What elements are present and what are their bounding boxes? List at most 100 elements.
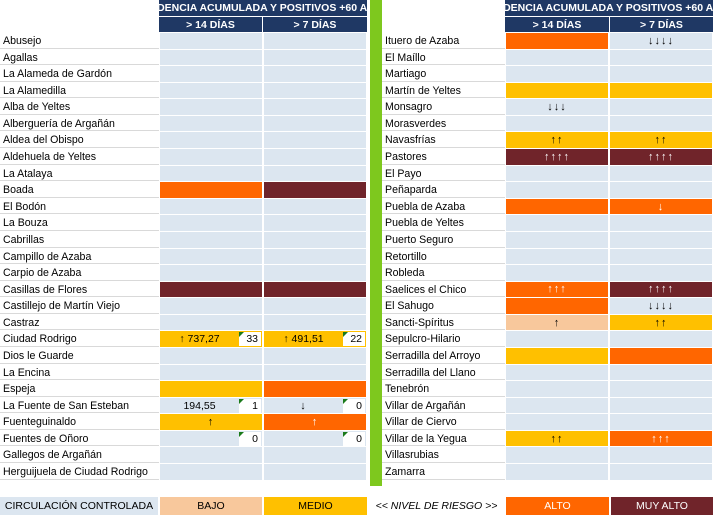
table-row: Peñaparda [382, 182, 713, 199]
table-row: Alba de Yeltes [0, 99, 367, 116]
municipality-name: Retortillo [382, 248, 505, 265]
cell-7-days [263, 165, 367, 182]
cell-7-days [609, 231, 713, 248]
cell-value: ↑↑ [550, 134, 564, 147]
table-row: Alberguería de Argañán [0, 115, 367, 133]
municipality-name: Puebla de Yeltes [382, 215, 505, 231]
cell-14-days [505, 82, 609, 99]
cell-7-days: ↓ [609, 198, 713, 215]
cell-14-days: ↑↑ [505, 132, 609, 149]
cell-14-days [159, 314, 263, 331]
cell-7-days [609, 397, 713, 414]
cell-7-days [609, 265, 713, 281]
cell-value: ↑ 737,27 [179, 333, 220, 346]
cell-7-days: 0 [263, 430, 367, 447]
municipality-name: El Payo [382, 165, 505, 182]
cell-14-days [159, 82, 263, 99]
cell-7-days: ↓ 0 [263, 397, 367, 414]
table-row: Aldea del Obispo [0, 132, 367, 150]
cell-7-days: ↓↓↓↓ [609, 33, 713, 49]
cell-7-days: ↑↑ [609, 314, 713, 331]
cell-value: ↓↓↓ [547, 101, 567, 114]
municipality-name: Sepulcro-Hilario [382, 331, 505, 347]
cell-14-days [505, 414, 609, 430]
cell-7-days [609, 115, 713, 132]
cell-14-days: ↑↑↑ [505, 281, 609, 298]
cell-7-days [263, 248, 367, 265]
table-row: Fuentes de Oñoro 0 0 [0, 430, 367, 448]
cell-7-days [609, 215, 713, 231]
municipality-name: Pastores [382, 149, 505, 165]
cell-7-days [609, 364, 713, 381]
cell-14-days [159, 231, 263, 248]
cell-7-days [609, 347, 713, 364]
table-row: El Maíllo [382, 49, 713, 67]
cell-value: ↑↑↑↑ [648, 283, 674, 296]
cell-14-days [505, 231, 609, 248]
legend-muy-alto: MUY ALTO [611, 497, 713, 515]
left-table: Abusejo Agallas La Alameda de Gardón La Ala… [0, 33, 367, 481]
table-row: Ciudad Rodrigo ↑ 737,27 33 ↑ 491,51 22 [0, 331, 367, 348]
left-header-col14: > 14 DÍAS [159, 17, 263, 32]
center-divider [370, 0, 382, 486]
cell-7-days [609, 66, 713, 82]
cell-7-days [609, 381, 713, 397]
table-row: El Sahugo ↓↓↓↓ [382, 298, 713, 315]
table-row: Robleda [382, 265, 713, 282]
cell-7-days [263, 115, 367, 132]
cell-7-days [263, 49, 367, 66]
cell-14-days [505, 115, 609, 132]
municipality-name: Serradilla del Arroyo [382, 347, 505, 364]
municipality-name: Castillejo de Martín Viejo [0, 298, 159, 314]
municipality-name: Dios le Guarde [0, 347, 159, 364]
cell-7-days [609, 248, 713, 265]
municipality-name: Herguijuela de Ciudad Rodrigo [0, 464, 159, 480]
municipality-name: La Alameda de Gardón [0, 66, 159, 82]
table-row: Aldehuela de Yeltes [0, 149, 367, 166]
cell-14-days [505, 66, 609, 82]
municipality-name: Martiago [382, 66, 505, 82]
cell-7-days [263, 314, 367, 331]
cell-value: ↑↑↑ [651, 432, 671, 445]
municipality-name: Aldehuela de Yeltes [0, 149, 159, 165]
cell-value: ↑↑↑↑ [544, 150, 570, 163]
cell-14-days [159, 49, 263, 66]
table-row: Martín de Yeltes [382, 82, 713, 100]
table-row: Zamarra [382, 464, 713, 481]
municipality-name: Villar de la Yegua [382, 430, 505, 447]
municipality-name: La Alamedilla [0, 82, 159, 99]
table-row: Dios le Guarde [0, 347, 367, 365]
cell-14-days: 0 [159, 430, 263, 447]
cell-14-days [505, 381, 609, 397]
cell-value: 194,55 [183, 399, 216, 412]
table-row: Martiago [382, 66, 713, 83]
table-row: El Payo [382, 165, 713, 183]
cell-14-days: ↑ [159, 414, 263, 430]
cell-14-days [505, 331, 609, 347]
cell-count: 33 [239, 332, 261, 347]
municipality-name: Alba de Yeltes [0, 99, 159, 115]
table-row: Monsagro ↓↓↓ [382, 99, 713, 116]
legend-medio: MEDIO [264, 497, 367, 515]
municipality-name: Espeja [0, 381, 159, 397]
cell-value: ↑↑↑ [547, 283, 567, 296]
municipality-name: Casillas de Flores [0, 281, 159, 298]
cell-value: ↓ [657, 200, 665, 213]
cell-7-days [609, 331, 713, 347]
municipality-name: Puerto Seguro [382, 231, 505, 248]
municipality-name: Carpio de Azaba [0, 265, 159, 281]
right-header-col14: > 14 DÍAS [505, 17, 610, 32]
cell-7-days [263, 82, 367, 99]
cell-7-days [263, 132, 367, 149]
municipality-name: Martín de Yeltes [382, 82, 505, 99]
cell-14-days [159, 132, 263, 149]
cell-14-days: ↑↑↑↑ [505, 149, 609, 165]
cell-7-days [263, 447, 367, 464]
table-row: Sepulcro-Hilario [382, 331, 713, 348]
cell-14-days [505, 364, 609, 381]
cell-14-days [505, 182, 609, 198]
cell-value: ↑ [553, 316, 561, 329]
cell-7-days [263, 231, 367, 248]
table-row: Puerto Seguro [382, 231, 713, 249]
